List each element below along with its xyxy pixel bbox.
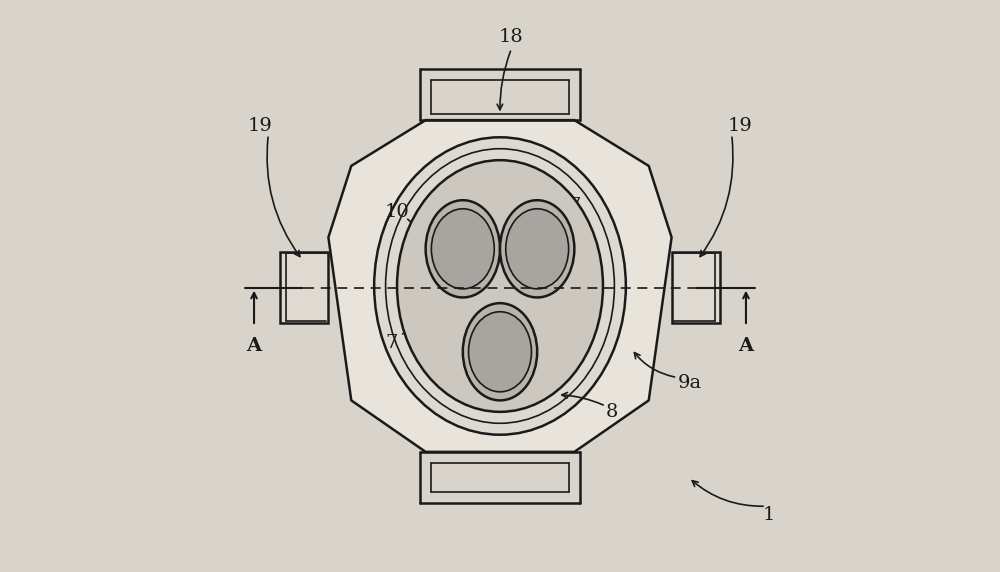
Ellipse shape [500, 200, 574, 297]
FancyBboxPatch shape [280, 252, 328, 323]
Ellipse shape [506, 209, 569, 289]
Text: 8: 8 [605, 403, 618, 421]
Text: 7: 7 [574, 334, 586, 352]
Text: 9a: 9a [677, 374, 701, 392]
Text: 7: 7 [568, 197, 581, 215]
Ellipse shape [469, 312, 531, 392]
Ellipse shape [397, 160, 603, 412]
Ellipse shape [463, 303, 537, 400]
Text: 19: 19 [247, 117, 272, 135]
Text: 19: 19 [728, 117, 753, 135]
Ellipse shape [431, 209, 494, 289]
Ellipse shape [426, 200, 500, 297]
Text: 10: 10 [385, 202, 409, 221]
Text: 18: 18 [499, 28, 524, 46]
PathPatch shape [328, 120, 672, 452]
Text: 1: 1 [763, 506, 775, 524]
Ellipse shape [374, 137, 626, 435]
Text: 7: 7 [385, 334, 398, 352]
FancyBboxPatch shape [672, 252, 720, 323]
Text: A: A [246, 337, 262, 355]
Text: A: A [738, 337, 754, 355]
